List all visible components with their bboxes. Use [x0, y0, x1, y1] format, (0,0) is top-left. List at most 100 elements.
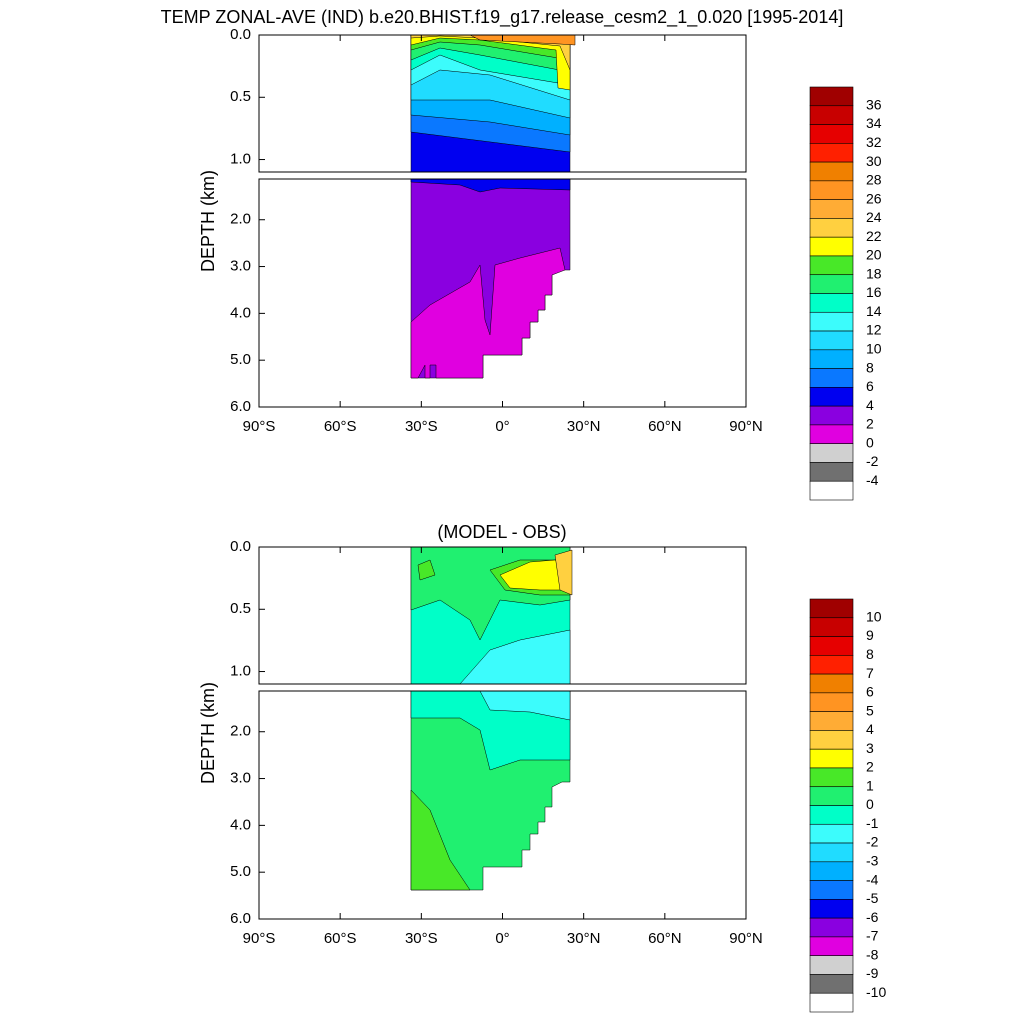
colorbar-label: 14 [866, 303, 882, 319]
y-tick-label: 0.5 [230, 600, 251, 617]
colorbar-box [809, 617, 854, 637]
y-tick-label: 5.0 [230, 351, 251, 368]
colorbar-box [809, 861, 854, 881]
y-tick-label: 1.0 [230, 151, 251, 168]
colorbar-label: 22 [866, 228, 882, 244]
colorbar-box [809, 349, 854, 369]
colorbar-label: -10 [866, 984, 886, 1000]
colorbar-label: 36 [866, 96, 882, 112]
colorbar-box [809, 86, 854, 107]
colorbar-box [809, 368, 854, 388]
chart-title: (MODEL - OBS) [437, 522, 566, 542]
colorbar-label: 20 [866, 247, 882, 263]
colorbar-box [809, 880, 854, 900]
x-tick-label: 0° [495, 418, 509, 435]
colorbar-label: 10 [866, 341, 882, 357]
colorbar-box [809, 255, 854, 276]
y-axis-label: DEPTH (km) [198, 682, 218, 784]
colorbar-label: 4 [866, 721, 874, 737]
x-tick-label: 60°N [648, 930, 682, 947]
colorbar-label: 18 [866, 265, 882, 281]
colorbar-label: 32 [866, 134, 882, 150]
colorbar-label: 30 [866, 153, 882, 169]
colorbar-box [809, 823, 854, 844]
colorbar-label: -4 [866, 871, 879, 887]
colorbar-label: 34 [866, 115, 882, 131]
x-tick-label: 60°N [648, 418, 682, 435]
x-tick-label: 0° [495, 930, 509, 947]
colorbar-box [809, 767, 854, 788]
y-tick-label: 6.0 [230, 398, 251, 415]
contour-region [554, 549, 573, 596]
colorbar-label: 9 [866, 627, 874, 643]
colorbar-box [809, 180, 854, 200]
colorbar-label: 0 [866, 434, 874, 450]
colorbar-label: 0 [866, 796, 874, 812]
colorbar-box [809, 786, 854, 806]
colorbar-label: -5 [866, 890, 879, 906]
y-axis-label: DEPTH (km) [198, 170, 218, 272]
colorbar-box [809, 598, 854, 619]
colorbar-box [809, 274, 854, 294]
colorbar-label: 2 [866, 759, 874, 775]
x-tick-label: 60°S [324, 930, 357, 947]
y-tick-label: 2.0 [230, 211, 251, 228]
y-tick-label: 0.5 [230, 88, 251, 105]
y-tick-label: 1.0 [230, 663, 251, 680]
colorbar-box [809, 842, 854, 863]
colorbar-label: 6 [866, 684, 874, 700]
x-tick-label: 90°N [729, 930, 763, 947]
colorbar-label: -8 [866, 946, 879, 962]
colorbar-box [809, 311, 854, 332]
colorbar-label: -4 [866, 472, 879, 488]
chart-title: TEMP ZONAL-AVE (IND) b.e20.BHIST.f19_g17… [161, 7, 844, 28]
colorbar-box [809, 424, 854, 444]
colorbar-box [809, 936, 854, 956]
colorbar-label: -9 [866, 965, 879, 981]
colorbar-box [809, 218, 854, 238]
colorbar-box [809, 161, 854, 182]
contour-region [410, 247, 566, 379]
y-tick-label: 0.0 [230, 538, 251, 555]
colorbar-label: 3 [866, 740, 874, 756]
colorbar-label: 24 [866, 209, 882, 225]
colorbar-box [809, 405, 854, 426]
colorbar-label: 8 [866, 359, 874, 375]
colorbar-box [809, 480, 854, 501]
contour-region [410, 178, 571, 193]
y-tick-label: 4.0 [230, 304, 251, 321]
colorbar-label: 8 [866, 646, 874, 662]
colorbar-box [809, 199, 854, 219]
colorbar-label: 28 [866, 172, 882, 188]
x-tick-label: 90°S [243, 418, 276, 435]
colorbar-box [809, 730, 854, 750]
colorbar-box [809, 955, 854, 975]
colorbar-box [809, 462, 854, 482]
colorbar-box [809, 805, 854, 825]
colorbar-box [809, 636, 854, 656]
x-tick-label: 90°N [729, 418, 763, 435]
colorbar-label: 2 [866, 416, 874, 432]
colorbar-box [809, 443, 854, 463]
colorbar-label: 4 [866, 397, 874, 413]
colorbar-box [809, 899, 854, 919]
colorbar-label: 12 [866, 322, 882, 338]
colorbar-label: -2 [866, 834, 879, 850]
colorbar-label: 5 [866, 702, 874, 718]
colorbar-box [809, 387, 854, 407]
x-tick-label: 90°S [243, 930, 276, 947]
colorbar-box [809, 992, 854, 1013]
x-tick-label: 60°S [324, 418, 357, 435]
colorbar-box [809, 917, 854, 938]
x-tick-label: 30°S [405, 418, 438, 435]
colorbar-box [809, 330, 854, 351]
contour-region [410, 789, 471, 891]
colorbar-label: -3 [866, 853, 879, 869]
y-tick-label: 6.0 [230, 910, 251, 927]
colorbar-box [809, 692, 854, 712]
x-tick-label: 30°N [567, 418, 601, 435]
colorbar-box [809, 143, 854, 163]
colorbar-box [809, 711, 854, 731]
colorbar-box [809, 105, 854, 125]
